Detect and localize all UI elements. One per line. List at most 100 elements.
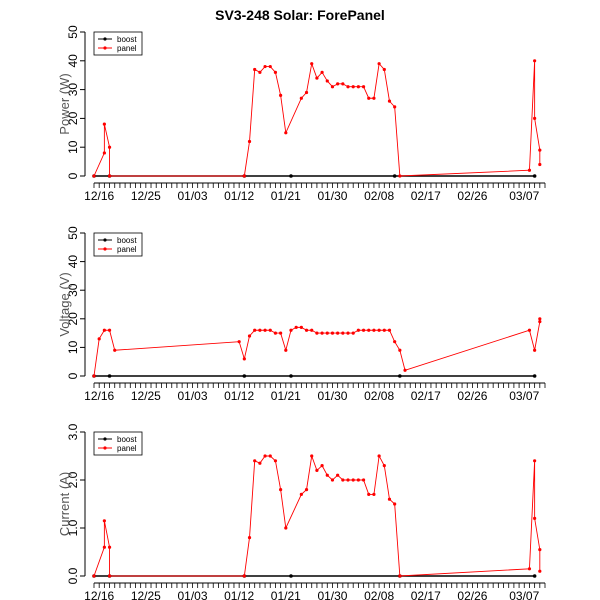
data-point-panel: [258, 328, 262, 332]
data-point-boost: [532, 174, 537, 178]
data-point-panel: [341, 82, 345, 86]
x-tick-label: 01/21: [271, 189, 301, 203]
x-tick-label: 01/12: [224, 189, 254, 203]
data-point-panel: [310, 62, 314, 66]
data-point-panel: [107, 328, 112, 332]
data-point-panel: [367, 328, 371, 332]
data-point-panel: [294, 325, 298, 329]
legend-marker-boost: [103, 238, 107, 242]
x-tick-label: 02/08: [364, 389, 394, 403]
data-point-panel: [393, 502, 397, 506]
data-point-panel: [356, 478, 360, 482]
data-point-panel: [284, 348, 288, 352]
data-point-panel: [273, 70, 278, 74]
y-tick-label: 1.0: [66, 519, 80, 536]
data-point-panel: [284, 131, 288, 135]
series-panel: [92, 454, 542, 578]
data-point-panel: [242, 574, 246, 578]
data-point-panel: [102, 151, 106, 155]
data-point-panel: [107, 574, 112, 578]
data-point-panel: [533, 59, 537, 63]
x-tick-label: 02/26: [457, 189, 487, 203]
data-point-panel: [273, 331, 278, 335]
x-tick-label: 12/16: [84, 589, 114, 600]
data-point-panel: [538, 320, 542, 324]
y-tick-label: 50: [66, 226, 80, 240]
data-point-panel: [538, 148, 542, 152]
y-tick-label: 30: [66, 283, 80, 297]
data-point-panel: [242, 357, 246, 361]
data-point-panel: [367, 492, 371, 496]
data-point-panel: [393, 105, 397, 109]
data-point-panel: [336, 82, 340, 86]
data-point-panel: [361, 478, 366, 482]
y-tick-label: 50: [66, 25, 80, 39]
data-point-panel: [92, 574, 96, 578]
legend-box: [93, 431, 143, 456]
y-tick-label: 40: [66, 54, 80, 68]
data-point-boost: [107, 374, 112, 378]
x-tick-label: 02/17: [411, 189, 441, 203]
data-point-panel: [279, 331, 283, 335]
legend-box: [93, 232, 143, 257]
data-point-panel: [351, 478, 355, 482]
x-tick-label: 12/25: [131, 589, 161, 600]
data-point-panel: [538, 548, 542, 552]
y-tick-label: 3.0: [66, 423, 80, 440]
data-point-panel: [320, 70, 324, 74]
x-tick-label: 01/30: [317, 389, 347, 403]
data-point-boost: [289, 174, 293, 178]
data-point-panel: [336, 473, 340, 477]
data-point-boost: [289, 574, 293, 578]
x-tick-label: 01/21: [271, 389, 301, 403]
x-tick-label: 03/07: [509, 189, 539, 203]
data-point-boost: [289, 374, 293, 378]
data-point-boost: [532, 374, 537, 378]
data-point-panel: [113, 348, 117, 352]
data-point-boost: [392, 174, 397, 178]
data-point-panel: [527, 168, 532, 172]
data-point-panel: [527, 328, 532, 332]
x-tick-label: 01/30: [317, 589, 347, 600]
x-tick-label: 02/08: [364, 189, 394, 203]
data-point-panel: [107, 145, 112, 149]
x-tick-label: 01/12: [224, 589, 254, 600]
y-tick-label: 2.0: [66, 471, 80, 488]
series-boost: [92, 374, 537, 378]
data-point-panel: [377, 454, 381, 458]
data-point-panel: [346, 331, 350, 335]
data-point-panel: [237, 340, 241, 344]
data-point-panel: [102, 122, 106, 126]
x-tick-label: 12/16: [84, 189, 114, 203]
data-point-panel: [377, 328, 381, 332]
data-point-panel: [315, 331, 319, 335]
series-line-panel: [93, 454, 541, 577]
chart-panel-3: 0.0 1.0 2.0 3.0 Current (A) 12/16 12/25 01/03 01…: [57, 423, 546, 600]
series-panel: [92, 317, 542, 378]
y-tick-label: 40: [66, 255, 80, 269]
y-tick-label: 10: [66, 340, 80, 354]
data-point-panel: [330, 478, 335, 482]
data-point-panel: [325, 331, 329, 335]
data-point-panel: [361, 328, 366, 332]
data-point-panel: [527, 567, 532, 571]
data-point-panel: [372, 492, 376, 496]
data-point-panel: [387, 328, 392, 332]
data-point-panel: [325, 79, 329, 83]
legend-marker-boost: [103, 437, 107, 441]
data-point-panel: [393, 340, 397, 344]
x-tick-label: 02/26: [457, 389, 487, 403]
data-point-panel: [310, 328, 314, 332]
data-point-panel: [97, 337, 101, 341]
data-point-panel: [372, 328, 376, 332]
data-point-panel: [367, 96, 371, 100]
legend-box: [93, 31, 143, 56]
data-point-panel: [299, 492, 303, 496]
data-point-panel: [268, 454, 272, 458]
data-point-panel: [336, 331, 340, 335]
x-tick-label: 01/03: [177, 389, 207, 403]
data-point-panel: [247, 334, 252, 338]
data-point-panel: [92, 374, 96, 378]
legend-label-panel: panel: [117, 44, 137, 53]
